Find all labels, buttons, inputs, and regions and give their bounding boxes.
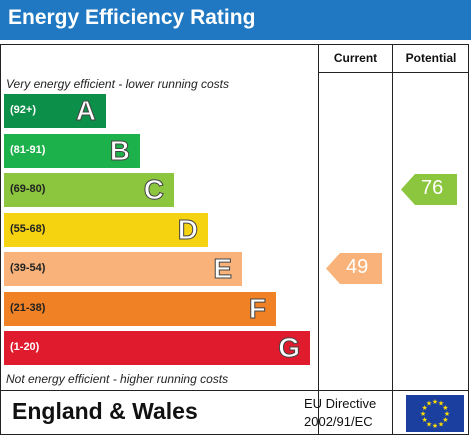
band-c: (69-80) C xyxy=(4,173,174,207)
eu-star-icon: ★ xyxy=(421,416,427,424)
band-letter: D xyxy=(177,213,198,245)
current-rating-arrow: 49 xyxy=(326,253,382,284)
eu-star-icon: ★ xyxy=(432,422,438,430)
band-range-label: (81-91) xyxy=(10,143,46,156)
eu-directive-label: EU Directive xyxy=(304,396,377,411)
chart-frame xyxy=(0,44,469,435)
eu-star-icon: ★ xyxy=(444,410,450,418)
eu-star-icon: ★ xyxy=(438,400,444,408)
eu-star-icon: ★ xyxy=(426,420,432,428)
eu-directive-number: 2002/91/EC xyxy=(304,414,373,429)
current-column-header: Current xyxy=(333,51,378,65)
eu-star-icon: ★ xyxy=(432,398,438,406)
band-letter: E xyxy=(213,253,233,285)
band-letter: A xyxy=(75,95,96,127)
potential-rating-value: 76 xyxy=(421,177,444,199)
eu-star-icon: ★ xyxy=(442,416,448,424)
band-letter: G xyxy=(278,332,301,364)
title-bar: Energy Efficiency Rating xyxy=(0,0,471,40)
band-g: (1-20) G xyxy=(4,331,310,365)
chart-title: Energy Efficiency Rating xyxy=(8,6,256,29)
band-a: (92+) A xyxy=(4,94,106,128)
top-note: Very energy efficient - lower running co… xyxy=(6,77,229,91)
divider-current xyxy=(318,44,319,435)
band-letter: F xyxy=(248,292,266,324)
band-range-label: (92+) xyxy=(10,104,36,116)
column-header-rule xyxy=(318,72,469,73)
eu-star-icon: ★ xyxy=(438,420,444,428)
band-e: (39-54) E xyxy=(4,252,242,286)
band-range-label: (69-80) xyxy=(10,183,46,195)
band-d: (55-68) D xyxy=(4,212,208,247)
current-rating-value: 49 xyxy=(346,256,369,278)
band-f: (21-38) F xyxy=(4,291,276,326)
band-letter: C xyxy=(143,174,164,206)
potential-column-header: Potential xyxy=(405,51,457,65)
divider-potential xyxy=(392,44,393,435)
band-b: (81-91) B xyxy=(4,133,140,168)
band-range-label: (55-68) xyxy=(10,222,46,235)
band-letter: B xyxy=(109,134,130,166)
footer-rule xyxy=(0,390,469,391)
eu-star-icon: ★ xyxy=(426,400,432,408)
country-label: England & Wales xyxy=(12,398,198,424)
band-range-label: (39-54) xyxy=(10,262,46,274)
bottom-note: Not energy efficient - higher running co… xyxy=(6,372,229,386)
eu-flag-icon: ★ ★ ★ ★ ★ ★ ★ ★ ★ ★ ★ ★ xyxy=(406,395,464,432)
potential-rating-arrow: 76 xyxy=(401,174,457,205)
band-range-label: (21-38) xyxy=(10,301,46,314)
eu-star-icon: ★ xyxy=(420,410,426,418)
eu-star-icon: ★ xyxy=(442,404,448,412)
eu-star-icon: ★ xyxy=(421,404,427,412)
band-range-label: (1-20) xyxy=(10,341,40,353)
